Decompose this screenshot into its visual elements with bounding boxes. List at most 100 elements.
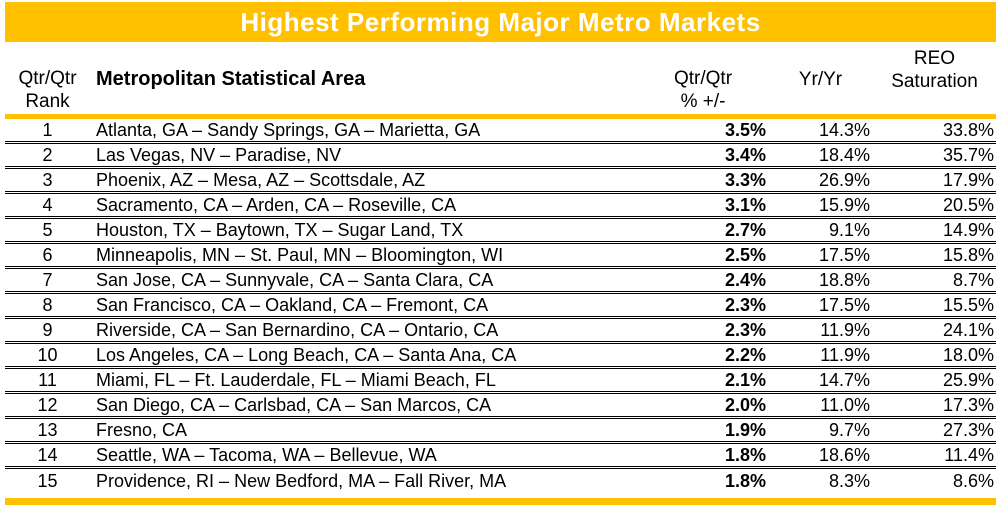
yryr-value-cell: 9.1% <box>828 219 870 240</box>
qtrqtr-value-cell: 3.1% <box>724 194 766 215</box>
msa-cell: San Jose, CA – Sunnyvale, CA – Santa Cla… <box>96 269 494 290</box>
rank-cell: 8 <box>42 294 53 315</box>
column-header-qtrqtr: Qtr/Qtr % +/- <box>638 44 768 114</box>
reo-value-cell: 11.4% <box>944 444 994 465</box>
reo-value-cell: 17.9% <box>942 169 994 190</box>
page-title: Highest Performing Major Metro Markets <box>240 6 761 37</box>
reo-value-cell: 18.0% <box>942 344 994 365</box>
reo-value-cell: 8.6% <box>952 471 994 491</box>
rank-cell: 15 <box>37 471 58 491</box>
msa-cell: Los Angeles, CA – Long Beach, CA – Santa… <box>96 344 517 365</box>
rank-cell: 2 <box>42 144 53 165</box>
reo-value-cell: 20.5% <box>942 194 994 215</box>
header-separator-rule <box>5 114 996 119</box>
msa-cell: Minneapolis, MN – St. Paul, MN – Bloomin… <box>96 244 504 265</box>
reo-value-cell: 24.1% <box>942 319 994 340</box>
column-header-reo-line1: REO <box>913 48 956 69</box>
yryr-value-cell: 17.5% <box>818 244 870 265</box>
reo-value-cell: 33.8% <box>942 119 994 140</box>
rank-cell: 5 <box>42 219 53 240</box>
table-row: 5 Houston, TX – Baytown, TX – Sugar Land… <box>5 219 996 244</box>
column-header-yryr: Yr/Yr <box>768 44 873 114</box>
column-header-reo-line2: Saturation <box>891 71 978 92</box>
qtrqtr-value-cell: 2.0% <box>724 394 766 415</box>
msa-cell: Riverside, CA – San Bernardino, CA – Ont… <box>96 319 499 340</box>
table-row: 14 Seattle, WA – Tacoma, WA – Bellevue, … <box>5 444 996 469</box>
yryr-value-cell: 9.7% <box>828 419 870 440</box>
table-row: 2 Las Vegas, NV – Paradise, NV 3.4% 18.4… <box>5 144 996 169</box>
msa-cell: Houston, TX – Baytown, TX – Sugar Land, … <box>96 219 464 240</box>
qtrqtr-value-cell: 2.1% <box>724 369 766 390</box>
qtrqtr-value-cell: 2.4% <box>724 269 766 290</box>
table-row: 11 Miami, FL – Ft. Lauderdale, FL – Miam… <box>5 369 996 394</box>
yryr-value-cell: 17.5% <box>818 294 870 315</box>
table-row: 8 San Francisco, CA – Oakland, CA – Frem… <box>5 294 996 319</box>
rank-cell: 4 <box>42 194 53 215</box>
bottom-border-rule <box>5 498 996 505</box>
table-row: 4 Sacramento, CA – Arden, CA – Roseville… <box>5 194 996 219</box>
rank-cell: 10 <box>37 344 58 365</box>
yryr-value-cell: 14.7% <box>818 369 870 390</box>
yryr-value-cell: 18.6% <box>818 444 870 465</box>
reo-value-cell: 8.7% <box>952 269 994 290</box>
msa-cell: San Francisco, CA – Oakland, CA – Fremon… <box>96 294 489 315</box>
rank-cell: 1 <box>42 119 53 140</box>
rank-cell: 7 <box>42 269 53 290</box>
msa-cell: Sacramento, CA – Arden, CA – Roseville, … <box>96 194 457 215</box>
column-header-yryr-label: Yr/Yr <box>798 68 843 90</box>
column-header-rank: Qtr/Qtr Rank <box>5 44 90 114</box>
yryr-value-cell: 15.9% <box>818 194 870 215</box>
qtrqtr-value-cell: 3.4% <box>724 144 766 165</box>
table-body: 1 Atlanta, GA – Sandy Springs, GA – Mari… <box>5 119 996 494</box>
msa-cell: Seattle, WA – Tacoma, WA – Bellevue, WA <box>96 444 437 465</box>
msa-cell: Fresno, CA <box>96 419 188 440</box>
yryr-value-cell: 14.3% <box>818 119 870 140</box>
qtrqtr-value-cell: 1.9% <box>724 419 766 440</box>
qtrqtr-value-cell: 2.3% <box>724 294 766 315</box>
column-header-rank-line2: Rank <box>25 91 70 112</box>
msa-cell: Phoenix, AZ – Mesa, AZ – Scottsdale, AZ <box>96 169 426 190</box>
yryr-value-cell: 18.4% <box>818 144 870 165</box>
msa-cell: Atlanta, GA – Sandy Springs, GA – Mariet… <box>96 119 481 140</box>
title-bar: Highest Performing Major Metro Markets <box>5 2 996 42</box>
qtrqtr-value-cell: 2.5% <box>724 244 766 265</box>
reo-value-cell: 25.9% <box>942 369 994 390</box>
rank-cell: 12 <box>37 394 58 415</box>
yryr-value-cell: 11.9% <box>820 344 870 365</box>
rank-cell: 3 <box>42 169 53 190</box>
qtrqtr-value-cell: 3.5% <box>724 119 766 140</box>
reo-value-cell: 14.9% <box>942 219 994 240</box>
msa-cell: Las Vegas, NV – Paradise, NV <box>96 144 342 165</box>
table-header: Qtr/Qtr Rank Metropolitan Statistical Ar… <box>5 44 996 114</box>
table-row: 13 Fresno, CA 1.9% 9.7% 27.3% <box>5 419 996 444</box>
qtrqtr-value-cell: 3.3% <box>724 169 766 190</box>
reo-value-cell: 15.8% <box>942 244 994 265</box>
column-header-qtrqtr-line2: % +/- <box>680 91 726 112</box>
table-row: 15 Providence, RI – New Bedford, MA – Fa… <box>5 469 996 494</box>
msa-cell: Miami, FL – Ft. Lauderdale, FL – Miami B… <box>96 369 496 390</box>
qtrqtr-value-cell: 2.3% <box>724 319 766 340</box>
column-header-reo: REO Saturation <box>873 44 996 114</box>
yryr-value-cell: 26.9% <box>818 169 870 190</box>
table-row: 10 Los Angeles, CA – Long Beach, CA – Sa… <box>5 344 996 369</box>
column-header-qtrqtr-line1: Qtr/Qtr <box>673 68 733 89</box>
yryr-value-cell: 11.9% <box>820 319 870 340</box>
qtrqtr-value-cell: 2.2% <box>724 344 766 365</box>
msa-cell: San Diego, CA – Carlsbad, CA – San Marco… <box>96 394 492 415</box>
msa-cell: Providence, RI – New Bedford, MA – Fall … <box>96 471 507 491</box>
column-header-rank-line1: Qtr/Qtr <box>18 68 77 89</box>
table-row: 6 Minneapolis, MN – St. Paul, MN – Bloom… <box>5 244 996 269</box>
table-row: 9 Riverside, CA – San Bernardino, CA – O… <box>5 319 996 344</box>
yryr-value-cell: 18.8% <box>818 269 870 290</box>
rank-cell: 6 <box>42 244 53 265</box>
reo-value-cell: 27.3% <box>942 419 994 440</box>
table-row: 3 Phoenix, AZ – Mesa, AZ – Scottsdale, A… <box>5 169 996 194</box>
rank-cell: 11 <box>38 369 57 390</box>
reo-value-cell: 17.3% <box>942 394 994 415</box>
yryr-value-cell: 8.3% <box>828 471 870 491</box>
qtrqtr-value-cell: 1.8% <box>724 444 766 465</box>
rank-cell: 13 <box>37 419 58 440</box>
reo-value-cell: 35.7% <box>942 144 994 165</box>
qtrqtr-value-cell: 1.8% <box>724 471 766 491</box>
